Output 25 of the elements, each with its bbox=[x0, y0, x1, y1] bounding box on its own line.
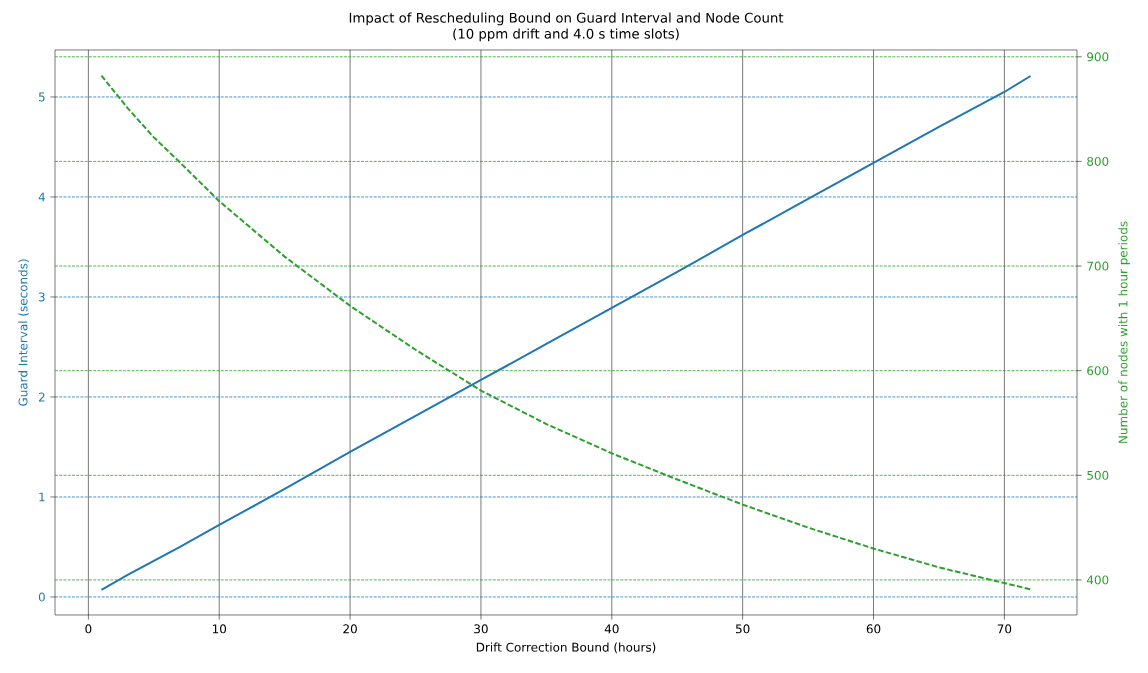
y2-tick-label: 400 bbox=[1086, 575, 1109, 585]
y2-tick-label: 600 bbox=[1087, 366, 1109, 376]
x-tick-label: 30 bbox=[474, 624, 488, 634]
x-tick-label: 50 bbox=[735, 624, 750, 634]
y-tick-label: 0 bbox=[38, 592, 45, 602]
y2-tick-label: 500 bbox=[1087, 470, 1109, 480]
x-axis-title: Drift Correction Bound (hours) bbox=[476, 642, 656, 654]
y-tick-label: 4 bbox=[38, 192, 45, 202]
chart-subtitle: (10 ppm drift and 4.0 s time slots) bbox=[453, 28, 679, 42]
x-tick-label: 60 bbox=[866, 624, 881, 634]
y-tick-label: 5 bbox=[38, 92, 45, 102]
y-axis-title: Guard Interval (seconds) bbox=[18, 259, 29, 406]
x-tick-label: 20 bbox=[343, 624, 357, 634]
x-tick-label: 0 bbox=[85, 624, 92, 634]
x-tick-label: 40 bbox=[604, 624, 619, 634]
y2-axis-title: Number of nodes with 1 hour periods bbox=[1118, 221, 1130, 443]
x-tick-label: 70 bbox=[997, 624, 1012, 634]
y-tick-label: 3 bbox=[38, 292, 45, 302]
y-tick-label: 1 bbox=[39, 492, 45, 502]
chart-title: Impact of Rescheduling Bound on Guard Interval and Node Count bbox=[349, 12, 784, 26]
x-tick-label: 10 bbox=[212, 624, 227, 634]
y-tick-label: 2 bbox=[38, 392, 45, 402]
y2-tick-label: 800 bbox=[1087, 156, 1109, 166]
y2-tick-label: 700 bbox=[1087, 261, 1109, 271]
y2-tick-label: 900 bbox=[1087, 52, 1109, 62]
